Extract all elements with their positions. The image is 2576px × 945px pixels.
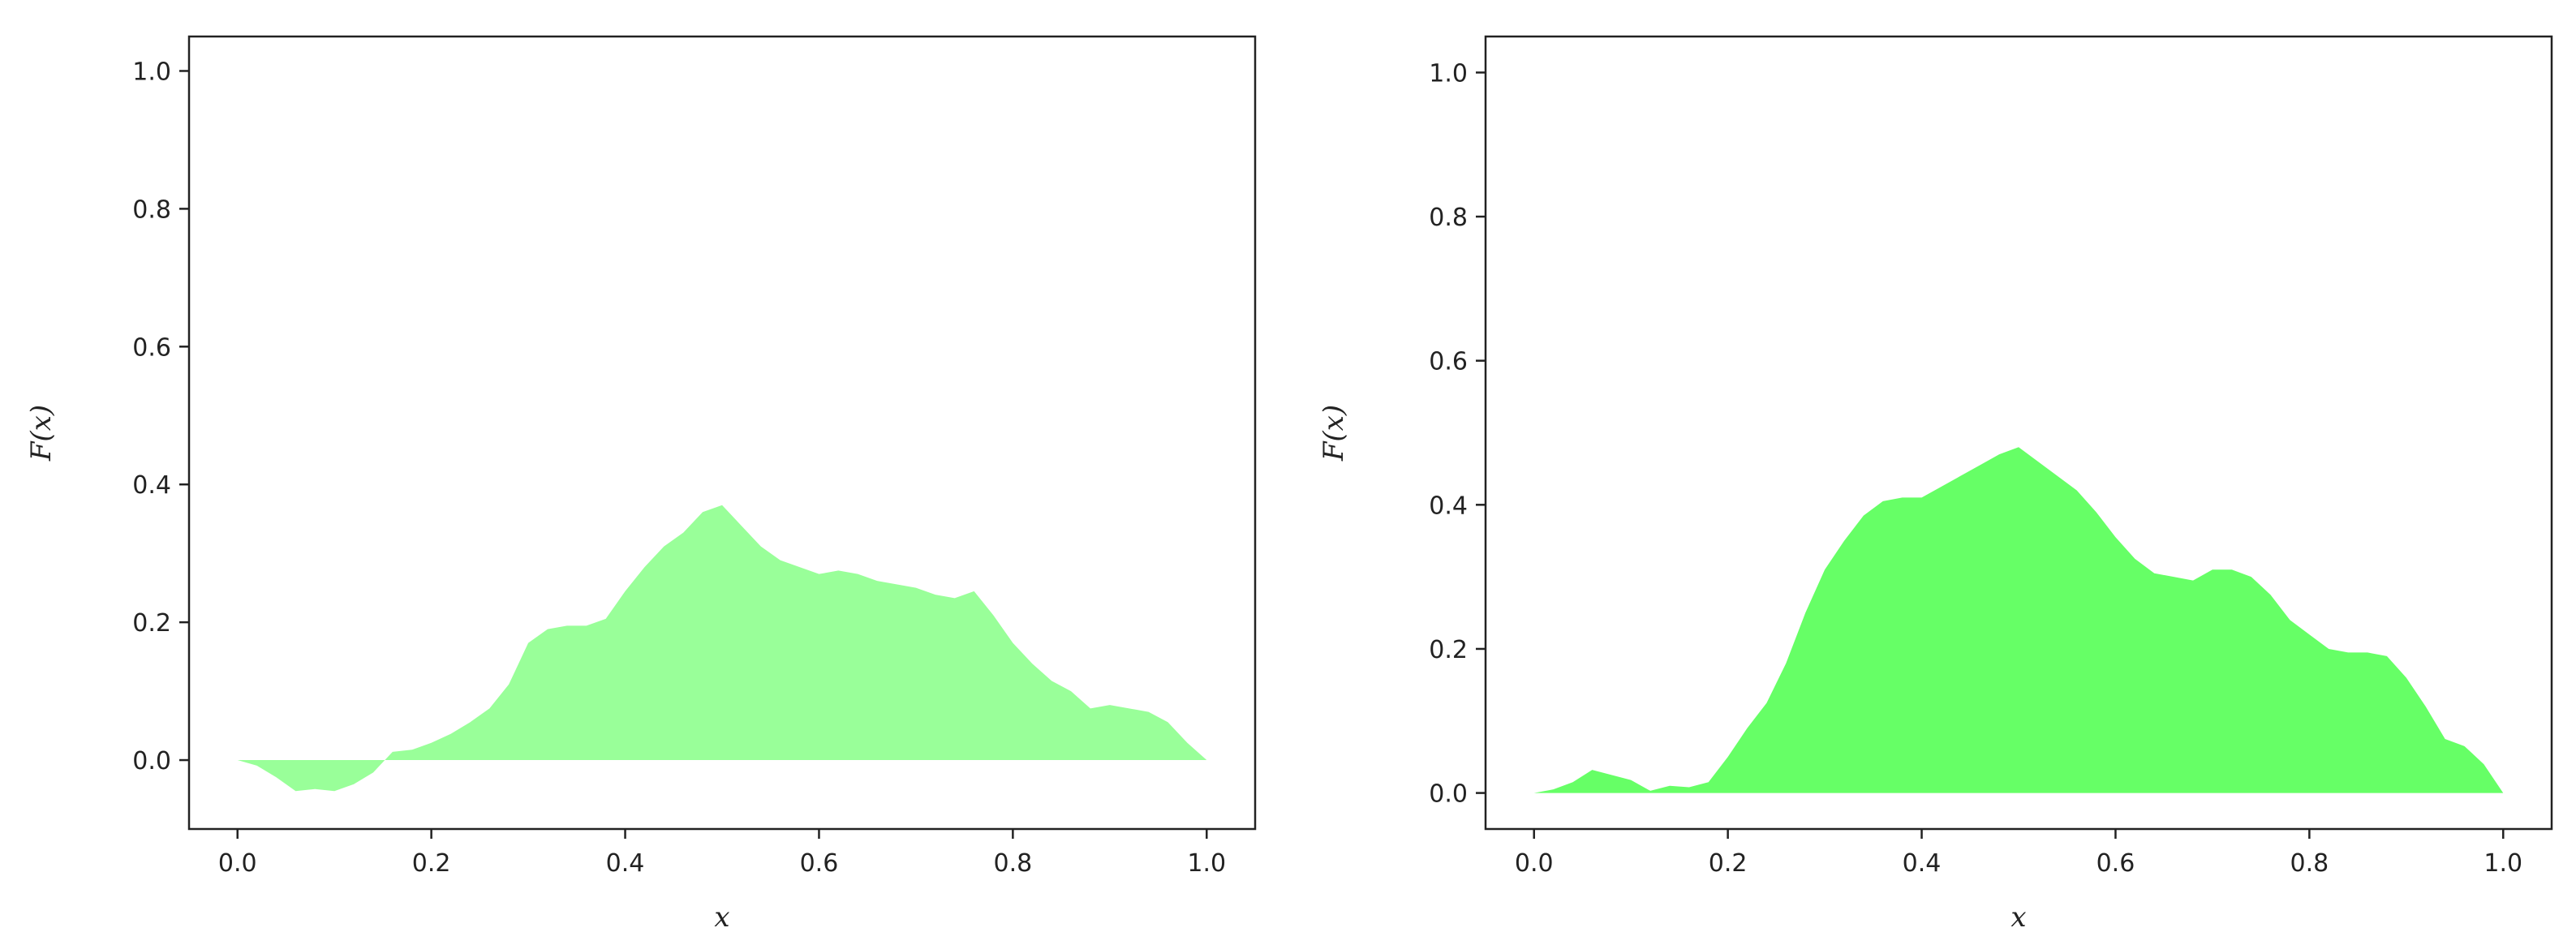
x-tick-label: 0.6 [800, 849, 839, 878]
y-axis-label: F(x) [1318, 405, 1350, 462]
y-tick-label: 0.4 [132, 471, 171, 500]
y-tick-label: 0.4 [1429, 492, 1468, 520]
x-axis-label: x [714, 901, 729, 934]
y-tick-label: 1.0 [1429, 59, 1468, 88]
x-tick-label: 0.8 [2290, 849, 2329, 878]
x-tick-label: 0.6 [2096, 849, 2135, 878]
x-tick-label: 0.0 [1515, 849, 1554, 878]
y-axis-label: F(x) [25, 405, 58, 462]
plot-frame [1484, 35, 2553, 831]
x-tick-label: 0.4 [1903, 849, 1942, 878]
x-tick-label: 0.8 [994, 849, 1033, 878]
x-tick-label: 1.0 [1187, 849, 1226, 878]
y-tick-label: 0.6 [1429, 348, 1468, 376]
x-axis-label: x [2010, 901, 2026, 934]
plot-frame [187, 35, 1257, 831]
left-chart: 0.0 0.2 0.4 0.6 0.8 1.0 0.0 0.2 0.4 0.6 0.8 1.0 x F(x… [25, 35, 1257, 934]
y-tick-label: 0.0 [132, 747, 171, 775]
y-tick-label: 0.2 [1429, 636, 1468, 664]
x-tick-label: 1.0 [2484, 849, 2522, 878]
x-tick-label: 0.4 [606, 849, 645, 878]
x-tick-label: 0.0 [218, 849, 257, 878]
area-series [237, 505, 1207, 792]
y-tick-label: 0.6 [132, 333, 171, 362]
x-tick-label: 0.2 [1709, 849, 1748, 878]
y-tick-label: 0.8 [1429, 204, 1468, 232]
y-tick-label: 0.8 [132, 195, 171, 224]
x-tick-label: 0.2 [412, 849, 451, 878]
area-series [1533, 447, 2504, 793]
y-tick-label: 0.2 [132, 609, 171, 638]
y-tick-label: 1.0 [132, 58, 171, 86]
y-tick-label: 0.0 [1429, 780, 1468, 809]
right-chart: 0.0 0.2 0.4 0.6 0.8 1.0 0.0 0.2 0.4 0.6 0.8 1.0 x F(x… [1318, 35, 2553, 934]
